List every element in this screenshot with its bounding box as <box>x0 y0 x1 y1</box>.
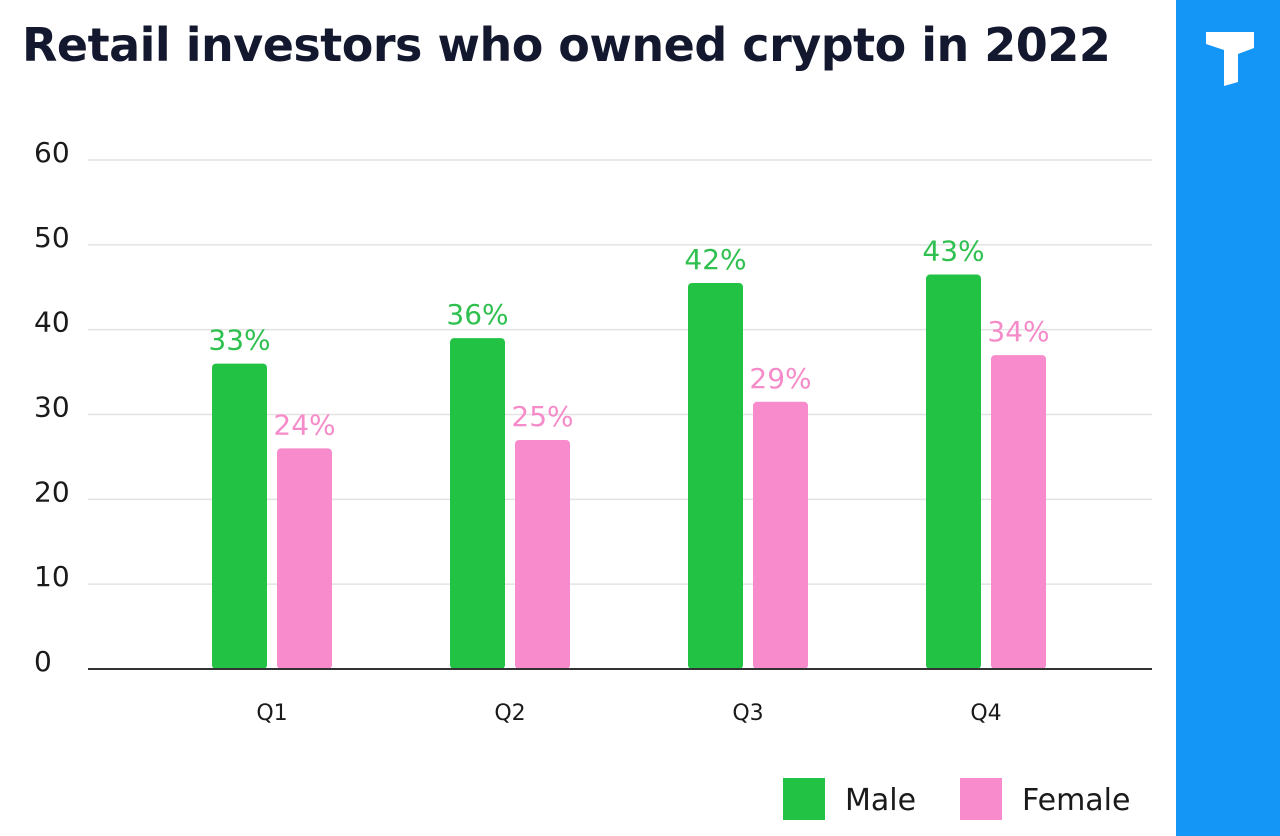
bar-female-q3 <box>753 401 808 669</box>
x-category-label: Q1 <box>256 701 287 726</box>
data-label-female-q3: 29% <box>749 362 811 395</box>
data-label-male-q2: 36% <box>446 298 508 331</box>
y-tick-label: 20 <box>34 475 70 508</box>
y-tick-label: 40 <box>34 306 70 339</box>
data-label-female-q1: 24% <box>273 408 335 441</box>
y-tick-label: 10 <box>34 560 70 593</box>
legend-swatch-female <box>960 778 1002 820</box>
bar-chart: 0 10 20 30 40 50 60 33% 24% 36% 25% 42% 29% 43% 34% Q… <box>34 136 1152 820</box>
bars <box>212 274 1046 669</box>
bar-male-q1 <box>212 363 267 669</box>
data-label-female-q4: 34% <box>987 315 1049 348</box>
x-axis-categories: Q1 Q2 Q3 Q4 <box>256 701 1001 726</box>
y-tick-label: 0 <box>34 645 52 678</box>
data-label-female-q2: 25% <box>511 400 573 433</box>
x-category-label: Q2 <box>494 701 525 726</box>
x-category-label: Q3 <box>732 701 763 726</box>
x-category-label: Q4 <box>970 701 1001 726</box>
y-axis-ticks: 0 10 20 30 40 50 60 <box>34 136 70 678</box>
data-label-male-q4: 43% <box>922 235 984 268</box>
y-tick-label: 30 <box>34 391 70 424</box>
brand-strip <box>1176 0 1280 836</box>
legend: Male Female <box>783 778 1130 820</box>
y-tick-label: 60 <box>34 136 70 169</box>
data-labels: 33% 24% 36% 25% 42% 29% 43% 34% <box>208 235 1049 442</box>
bar-male-q3 <box>688 283 743 669</box>
bar-female-q4 <box>991 355 1046 669</box>
data-label-male-q1: 33% <box>208 324 270 357</box>
chart-title: Retail investors who owned crypto in 202… <box>22 18 1111 72</box>
y-tick-label: 50 <box>34 221 70 254</box>
bar-female-q2 <box>515 439 570 669</box>
legend-label-female: Female <box>1022 783 1130 818</box>
bar-male-q4 <box>926 274 981 669</box>
bar-male-q2 <box>450 338 505 669</box>
bar-female-q1 <box>277 448 332 669</box>
data-label-male-q3: 42% <box>684 243 746 276</box>
legend-swatch-male <box>783 778 825 820</box>
legend-label-male: Male <box>845 783 916 818</box>
brand-logo-icon <box>1206 32 1254 86</box>
